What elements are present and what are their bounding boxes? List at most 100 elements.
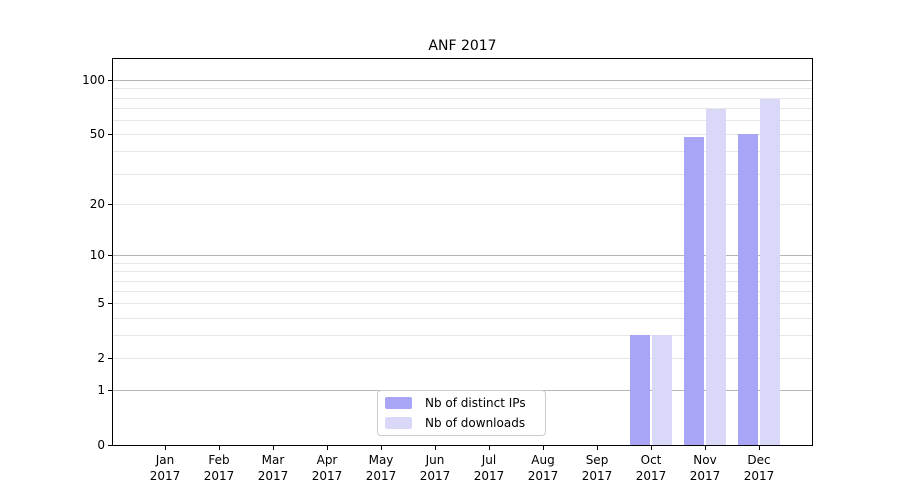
legend-swatch-downloads — [385, 417, 412, 429]
x-tick-year: 2017 — [203, 469, 235, 483]
x-tick-mark — [543, 446, 544, 450]
gridline-minor — [113, 318, 812, 319]
bar-oct-distinct-ips — [630, 335, 650, 445]
x-tick-year: 2017 — [581, 469, 613, 483]
x-tick-month: Jan — [155, 453, 175, 467]
bar-dec-distinct-ips — [738, 134, 758, 445]
x-tick-label: Oct 2017 — [624, 452, 678, 484]
x-tick-year: 2017 — [743, 469, 775, 483]
x-tick-year: 2017 — [257, 469, 289, 483]
x-tick-label: Feb 2017 — [192, 452, 246, 484]
x-tick-month: Dec — [747, 453, 771, 467]
x-tick-label: Jul 2017 — [462, 452, 516, 484]
bar-nov-distinct-ips — [684, 137, 704, 445]
gridline-major — [113, 255, 812, 256]
x-tick-month: Feb — [208, 453, 230, 467]
x-tick-month: Jul — [481, 453, 497, 467]
legend-label-distinct-ips: Nb of distinct IPs — [425, 395, 526, 410]
gridlines-layer — [113, 59, 812, 445]
y-tick-mark — [108, 134, 112, 136]
gridline-minor — [113, 281, 812, 282]
bar-dec-downloads — [760, 98, 780, 445]
gridline-minor — [113, 358, 812, 359]
legend-item-downloads: Nb of downloads — [385, 415, 545, 430]
y-tick-label: 0 — [97, 438, 105, 452]
x-tick-year: 2017 — [635, 469, 667, 483]
x-tick-mark — [435, 446, 436, 450]
plot-area: Nb of distinct IPs Nb of downloads — [112, 58, 813, 446]
x-tick-year: 2017 — [311, 469, 343, 483]
gridline-minor — [113, 134, 812, 135]
y-tick-mark — [108, 445, 112, 446]
x-tick-month: Sep — [585, 453, 609, 467]
y-tick-label: 10 — [89, 248, 105, 263]
x-tick-label: Jan 2017 — [138, 452, 192, 484]
x-tick-year: 2017 — [473, 469, 505, 483]
x-tick-year: 2017 — [365, 469, 397, 483]
x-tick-label: Nov 2017 — [678, 452, 732, 484]
x-tick-year: 2017 — [689, 469, 721, 483]
x-tick-mark — [327, 446, 328, 450]
x-tick-mark — [651, 446, 652, 450]
gridline-minor — [113, 263, 812, 264]
y-tick-label: 1 — [97, 383, 105, 398]
legend-item-distinct-ips: Nb of distinct IPs — [385, 395, 545, 410]
legend-label-downloads: Nb of downloads — [425, 415, 526, 430]
x-tick-label: Mar 2017 — [246, 452, 300, 484]
gridline-major — [113, 80, 812, 81]
x-tick-year: 2017 — [527, 469, 559, 483]
x-tick-label: Jun 2017 — [408, 452, 462, 484]
x-tick-label: May 2017 — [354, 452, 408, 484]
x-tick-mark — [705, 446, 706, 450]
x-tick-mark — [489, 446, 490, 450]
x-tick-label: Aug 2017 — [516, 452, 570, 484]
bars-layer — [113, 59, 812, 445]
x-tick-year: 2017 — [149, 469, 181, 483]
legend: Nb of distinct IPs Nb of downloads — [377, 390, 546, 436]
gridline-minor — [113, 120, 812, 121]
legend-swatch-distinct-ips — [385, 397, 412, 409]
y-tick-mark — [108, 303, 112, 305]
bar-oct-downloads — [652, 335, 672, 445]
y-tick-mark — [108, 255, 112, 257]
y-tick-label: 2 — [97, 351, 105, 366]
gridline-minor — [113, 291, 812, 292]
gridline-minor — [113, 204, 812, 205]
x-tick-mark — [381, 446, 382, 450]
x-tick-month: Jun — [425, 453, 445, 467]
x-tick-month: May — [368, 453, 394, 467]
x-tick-label: Apr 2017 — [300, 452, 354, 484]
x-tick-mark — [219, 446, 220, 450]
x-tick-mark — [273, 446, 274, 450]
x-tick-year: 2017 — [419, 469, 451, 483]
gridline-minor — [113, 108, 812, 109]
x-tick-month: Oct — [640, 453, 662, 467]
gridline-minor — [113, 303, 812, 304]
x-tick-mark — [597, 446, 598, 450]
x-tick-mark — [759, 446, 760, 450]
gridline-minor — [113, 335, 812, 336]
gridline-minor — [113, 271, 812, 272]
gridline-minor — [113, 174, 812, 175]
gridline-minor — [113, 98, 812, 99]
y-tick-label: 20 — [89, 197, 105, 212]
bar-nov-downloads — [706, 109, 726, 445]
x-tick-month: Mar — [261, 453, 285, 467]
chart-title: ANF 2017 — [428, 38, 497, 54]
x-tick-month: Nov — [693, 453, 717, 467]
gridline-minor — [113, 88, 812, 89]
y-tick-label: 100 — [82, 73, 105, 88]
y-tick-mark — [108, 390, 112, 392]
y-tick-mark — [108, 204, 112, 206]
y-tick-label: 5 — [97, 296, 105, 311]
y-tick-label: 50 — [89, 127, 105, 142]
x-tick-month: Aug — [531, 453, 555, 467]
x-tick-label: Sep 2017 — [570, 452, 624, 484]
y-tick-mark — [108, 358, 112, 360]
x-tick-month: Apr — [316, 453, 338, 467]
y-tick-mark — [108, 80, 112, 82]
x-tick-mark — [165, 446, 166, 450]
x-tick-label: Dec 2017 — [732, 452, 786, 484]
